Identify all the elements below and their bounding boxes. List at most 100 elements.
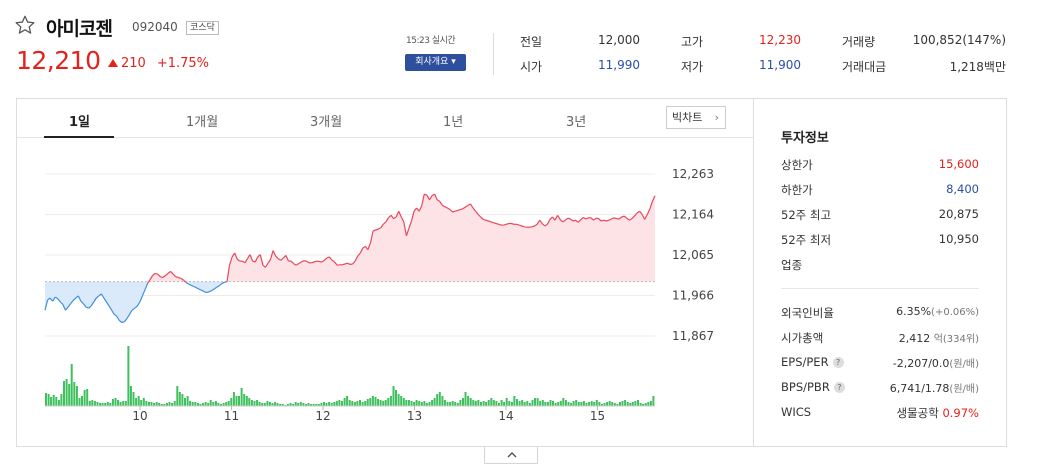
- big-chart-button[interactable]: 빅차트 ›: [666, 106, 726, 129]
- active-tab-indicator: [44, 136, 114, 138]
- volume-bar: [256, 400, 259, 406]
- price-line-segment: [521, 225, 525, 228]
- volume-bar: [274, 402, 277, 406]
- price-line-segment: [447, 207, 451, 211]
- tab-1day[interactable]: 1일: [69, 115, 91, 130]
- volume-bar: [57, 400, 60, 406]
- tab-1year[interactable]: 1년: [443, 115, 464, 130]
- volume-bar: [405, 400, 408, 406]
- foreign-ratio: 6.35%: [896, 305, 932, 318]
- price-line-segment: [460, 208, 463, 211]
- price-line-segment: [534, 223, 538, 227]
- tab-3year[interactable]: 3년: [566, 115, 587, 130]
- price-line-segment: [149, 275, 154, 280]
- price-line-segment: [352, 260, 356, 265]
- volume-bar: [258, 402, 261, 406]
- price-line-segment: [157, 273, 161, 278]
- wics-value[interactable]: 생물공학 0.97%: [860, 405, 979, 421]
- price-line-segment: [362, 245, 366, 249]
- price-line-segment: [590, 217, 594, 221]
- tab-1month[interactable]: 1개월: [186, 115, 219, 130]
- price-line-segment: [649, 201, 653, 209]
- price-line-segment: [485, 219, 489, 222]
- price-change: 210 +1.75%: [108, 56, 209, 71]
- price-line-segment: [269, 250, 274, 260]
- help-icon[interactable]: ?: [832, 357, 844, 368]
- volume-bar: [441, 396, 444, 406]
- price-line-segment: [418, 205, 423, 212]
- price-line-segment: [131, 307, 136, 311]
- volume-bar: [634, 401, 637, 406]
- price-line-segment: [516, 223, 520, 226]
- volume-bar: [400, 396, 403, 406]
- lower-limit-value: 8,400: [946, 182, 979, 196]
- price-line-segment: [572, 219, 576, 222]
- low-value: 11,900: [759, 58, 801, 72]
- volume-bar: [642, 404, 645, 406]
- volume-bar: [462, 398, 464, 406]
- price-line-segment: [319, 260, 322, 263]
- wics-change: 0.97%: [942, 406, 979, 420]
- volume-bar: [572, 401, 575, 406]
- price-line-segment: [354, 255, 359, 262]
- price-line-segment: [493, 222, 497, 225]
- volume-bar: [619, 402, 621, 406]
- price-line-segment: [211, 288, 215, 292]
- price-line-segment: [116, 316, 120, 321]
- price-line-segment: [413, 207, 418, 212]
- volume-bar: [341, 401, 343, 406]
- price-line-segment: [613, 217, 617, 220]
- price-line-segment: [603, 219, 607, 222]
- volume-bar: [160, 404, 163, 406]
- volume-bar: [155, 402, 158, 406]
- volume-bar: [323, 402, 325, 406]
- volume-bar: [621, 401, 624, 406]
- volume-bar: [104, 403, 107, 406]
- volume-bar: [338, 400, 341, 406]
- price-line-segment: [113, 313, 118, 317]
- volume-bar: [189, 401, 192, 406]
- sector-label[interactable]: 업종: [781, 258, 803, 272]
- volume-bar: [320, 403, 323, 406]
- collapse-button[interactable]: [484, 447, 538, 464]
- volume-bar: [593, 402, 596, 406]
- price-line-segment: [439, 201, 443, 206]
- bps-pbr-text: BPS/PBR: [781, 380, 830, 394]
- trade-value-label: 거래대금: [842, 60, 887, 74]
- volume-bar: [248, 398, 251, 406]
- volume-bar: [528, 403, 531, 406]
- price-line-segment: [208, 290, 212, 293]
- price-line-segment: [311, 261, 315, 264]
- wics-sector[interactable]: 생물공학: [896, 406, 939, 420]
- volume-bar: [171, 403, 174, 406]
- volume-bar: [129, 386, 132, 406]
- price-line-segment: [562, 219, 566, 223]
- volume-bar: [297, 403, 300, 406]
- price-line-segment: [405, 228, 410, 236]
- volume-bar: [122, 401, 125, 406]
- volume-bar: [443, 400, 446, 406]
- tab-3month[interactable]: 3개월: [310, 115, 343, 130]
- volume-bar: [238, 396, 240, 406]
- volume-bar: [117, 400, 120, 406]
- price-line-segment: [421, 193, 425, 206]
- help-icon[interactable]: ?: [833, 382, 845, 393]
- price-chart[interactable]: 12,263 12,164 12,065 11,966 11,867 10 11 12 13 14…: [17, 140, 753, 446]
- volume-bar: [480, 402, 482, 406]
- price-line-segment: [155, 272, 158, 275]
- price-line-segment: [100, 293, 105, 299]
- company-overview-button[interactable]: 회사개요 ▾: [405, 54, 466, 71]
- price-line-segment: [195, 287, 200, 290]
- price-line-segment: [272, 250, 277, 257]
- foreign-ratio-change: (+0.06%): [931, 307, 979, 318]
- price-line-segment: [290, 260, 295, 265]
- favorite-star-icon[interactable]: [14, 14, 36, 36]
- price-line-segment: [380, 223, 384, 228]
- eps-per: -2,207/0.0: [892, 357, 950, 370]
- volume-bar: [492, 400, 495, 406]
- volume-bar: [196, 403, 199, 406]
- price-line-segment: [531, 225, 535, 228]
- volume-bar: [292, 404, 295, 406]
- price-line-segment: [129, 309, 133, 315]
- volume-bar: [359, 400, 361, 406]
